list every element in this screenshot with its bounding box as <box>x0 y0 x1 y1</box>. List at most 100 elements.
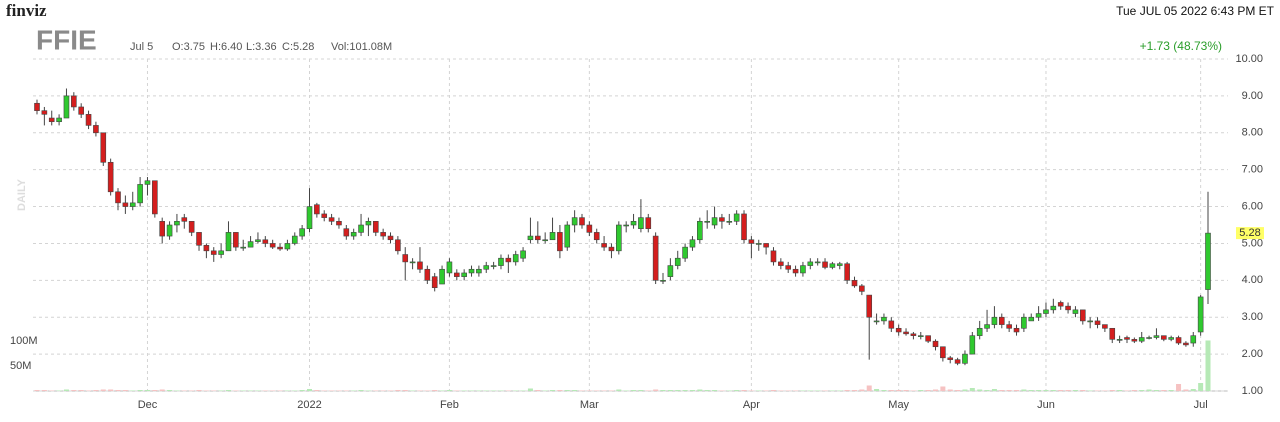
volume-bar <box>498 390 504 391</box>
candle-body <box>328 217 335 222</box>
volume-bar <box>233 390 239 391</box>
volume-bar <box>1014 390 1020 391</box>
candle-body <box>188 221 195 233</box>
period-label: DAILY <box>16 178 28 211</box>
volume-bar <box>969 388 975 391</box>
candle-body <box>1065 305 1071 311</box>
volume-bar <box>1183 389 1189 391</box>
volume-bar <box>660 390 666 391</box>
volume-bar <box>572 390 578 391</box>
candle-body <box>616 224 622 252</box>
volume-bar <box>218 390 224 391</box>
volume-bar <box>1161 390 1167 391</box>
volume-bar <box>491 390 497 391</box>
candle-body <box>284 243 291 250</box>
volume-bar <box>483 390 489 391</box>
candle-body <box>255 239 261 242</box>
candle-body <box>829 263 836 268</box>
volume-bar <box>1146 389 1152 391</box>
volume-bar <box>321 390 327 391</box>
candle-body <box>954 359 961 364</box>
candle-body <box>881 316 887 322</box>
volume-bar <box>365 390 371 391</box>
candle-body <box>247 241 254 248</box>
candle-body <box>689 239 696 248</box>
volume-bar <box>667 390 673 391</box>
candle-body <box>807 261 814 266</box>
candle-body <box>336 221 342 226</box>
volume-bar <box>1006 390 1012 391</box>
y-tick-label: 7.00 <box>1242 164 1263 176</box>
volume-bar <box>1205 340 1211 391</box>
candle-body <box>763 243 769 248</box>
x-tick-label: Feb <box>440 399 459 411</box>
candle-body <box>1138 337 1145 342</box>
volume-bar <box>1021 389 1027 391</box>
volume-bar <box>763 390 769 391</box>
candle-body <box>424 268 431 281</box>
volume-bar <box>306 389 312 391</box>
candle-body <box>380 232 386 237</box>
volume-bar <box>999 390 1005 391</box>
volume-tick-label: 100M <box>10 335 38 347</box>
candle-body <box>778 261 784 266</box>
volume-bar <box>940 386 946 391</box>
last-price-label: 5.28 <box>1239 227 1260 239</box>
candle-body <box>593 232 600 241</box>
candle-body <box>1197 296 1204 333</box>
volume-bar <box>756 390 762 391</box>
volume-bar <box>446 390 452 391</box>
volume-bar <box>859 389 865 391</box>
candle-body <box>792 268 799 274</box>
volume-bar <box>586 390 592 391</box>
volume-bar <box>93 390 99 391</box>
candle-body <box>925 335 931 342</box>
x-tick-label: Dec <box>138 399 158 411</box>
candle-body <box>697 221 703 241</box>
volume-bar <box>689 390 695 391</box>
candle-body <box>1057 302 1064 307</box>
volume-bar <box>71 390 77 391</box>
volume-bar <box>726 390 732 391</box>
volume-bar <box>1102 390 1108 391</box>
volume-bar <box>653 389 659 391</box>
candle-body <box>144 180 151 185</box>
volume-bar <box>741 390 747 391</box>
candle-body <box>1161 335 1167 340</box>
volume-bar <box>513 390 519 391</box>
candle-body <box>1153 335 1160 338</box>
volume-bar <box>903 390 909 391</box>
candle-body <box>78 106 84 115</box>
candle-body <box>181 217 188 222</box>
candle-body <box>557 232 563 252</box>
volume-bar <box>697 389 703 391</box>
volume-bar <box>284 390 290 391</box>
volume-bar <box>86 390 92 391</box>
volume-bar <box>1050 390 1056 391</box>
volume-bar <box>1095 390 1101 391</box>
y-tick-label: 3.00 <box>1242 311 1263 323</box>
date-label: Jul 5 <box>130 41 153 53</box>
candle-body <box>439 268 445 285</box>
volume-bar <box>270 390 276 391</box>
candle-body <box>48 117 55 123</box>
candle-body <box>1043 309 1049 314</box>
volume-bar <box>115 390 121 391</box>
y-tick-label: 2.00 <box>1242 348 1263 360</box>
candle-body <box>1072 309 1079 314</box>
candle-body <box>527 235 534 241</box>
volume-bar <box>343 390 349 391</box>
logo[interactable]: finviz <box>6 1 47 20</box>
volume-bar <box>1072 390 1078 391</box>
volume-bar <box>181 390 187 391</box>
volume-bar <box>100 389 106 391</box>
candle-body <box>137 184 143 204</box>
volume-bar <box>645 390 651 391</box>
volume-bar <box>1117 390 1123 391</box>
candle-body <box>431 276 438 289</box>
candle-body <box>1028 316 1035 322</box>
volume-bar <box>1131 390 1137 391</box>
volume-bar <box>56 390 62 391</box>
volume-bar <box>108 389 114 391</box>
